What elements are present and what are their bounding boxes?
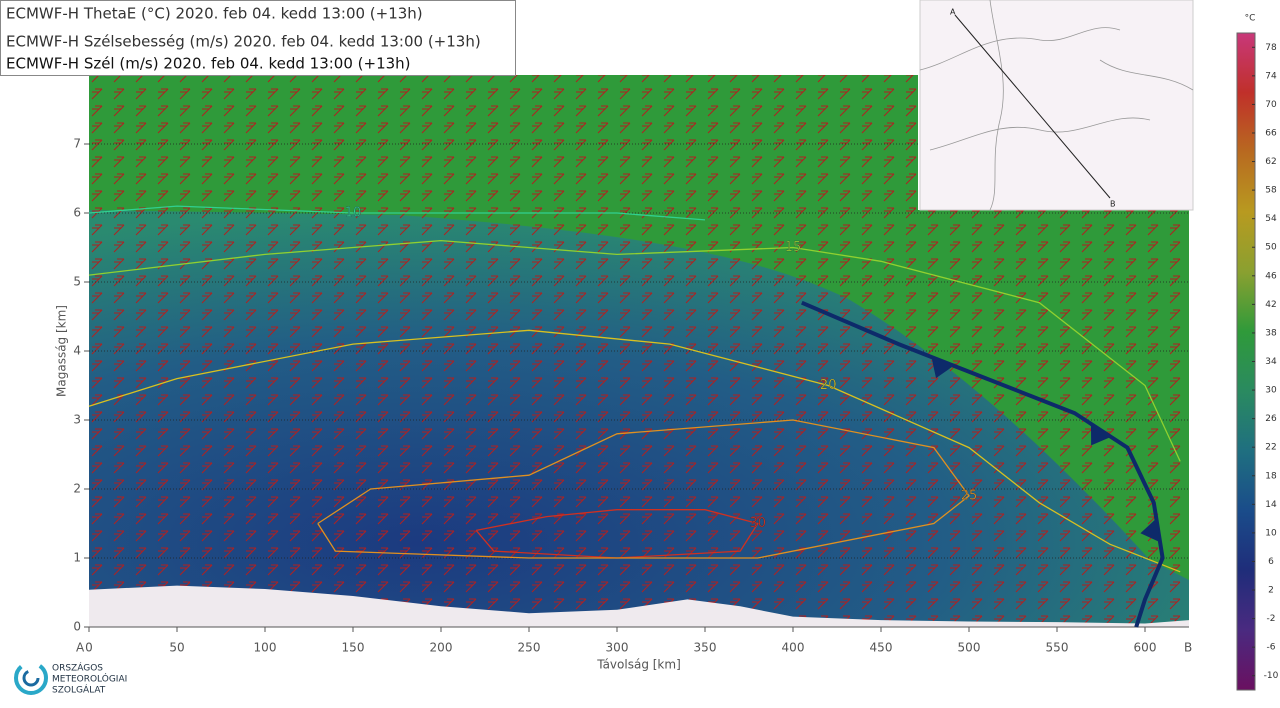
colorbar-tick-label: 78 xyxy=(1265,43,1277,53)
front-triangle xyxy=(931,356,954,379)
x-tick-label: 400 xyxy=(782,641,805,655)
end-label: B xyxy=(1184,641,1192,655)
x-tick-label: 150 xyxy=(342,641,365,655)
contour-line xyxy=(88,329,1181,573)
logo-mark xyxy=(14,661,48,695)
contour-line xyxy=(88,205,706,221)
section-line xyxy=(954,14,1111,199)
legend-line: ECMWF-H Szélsebesség (m/s) 2020. feb 04.… xyxy=(6,33,481,51)
colorbar-tick-label: 74 xyxy=(1265,71,1277,81)
map-borders xyxy=(919,0,1194,211)
contour-line xyxy=(475,509,759,559)
colorbar-tick-label: 26 xyxy=(1265,414,1277,424)
legend-line: ECMWF-H Szél (m/s) 2020. feb 04. kedd 13… xyxy=(6,55,411,73)
x-tick-label: 0 xyxy=(85,641,93,655)
x-tick-label: 100 xyxy=(254,641,277,655)
y-tick-label: 2 xyxy=(73,482,81,496)
colorbar-tick-label: 18 xyxy=(1265,471,1277,481)
y-tick-label: 1 xyxy=(73,551,81,565)
plot: 0 1 2 3 4 5 6 7 0 50 100 150 200 250 300 350 400 450 500 55… xyxy=(73,137,1189,655)
end-label: A xyxy=(76,641,85,655)
x-tick-label: 250 xyxy=(518,641,541,655)
colorbar-tick-label: 34 xyxy=(1265,357,1277,367)
x-tick-label: 550 xyxy=(1046,641,1069,655)
colorbar-tick-label: 2 xyxy=(1268,586,1274,596)
logo-text: ORSZÁGOS xyxy=(52,662,103,674)
colorbar-tick-label: 54 xyxy=(1265,214,1277,224)
contour-label: 30 xyxy=(750,516,767,531)
x-axis-title: Távolság [km] xyxy=(596,658,681,672)
x-tick-label: 450 xyxy=(870,641,893,655)
colorbar-tick-label: 30 xyxy=(1265,386,1277,396)
colorbar-tick-label: 66 xyxy=(1265,128,1277,138)
x-tick-label: 350 xyxy=(694,641,717,655)
logo-text: METEOROLÓGIAI xyxy=(52,673,127,685)
front-line xyxy=(801,300,1165,628)
y-tick-label: 3 xyxy=(73,413,81,427)
colorbar-tick-label: 70 xyxy=(1265,100,1277,110)
colorbar-tick-label: 38 xyxy=(1265,328,1277,338)
colorbar-tick-label: 6 xyxy=(1268,557,1274,567)
contour-line xyxy=(317,419,970,559)
logo-text: SZOLGÁLAT xyxy=(52,684,106,696)
y-tick-label: 4 xyxy=(73,344,81,358)
contour-label: 10 xyxy=(345,206,362,221)
contour-line xyxy=(88,239,1181,462)
colorbar-tick-label: 14 xyxy=(1265,500,1277,510)
colorbar-tick-label: -6 xyxy=(1267,643,1276,653)
contour-label: 20 xyxy=(820,378,837,393)
logo-mark xyxy=(22,669,40,687)
front-triangle xyxy=(1090,423,1112,446)
colorbar-tick-label: -2 xyxy=(1267,614,1276,624)
map-frame xyxy=(919,0,1194,211)
front-triangle xyxy=(1140,518,1161,543)
colorbar-tick-label: -10 xyxy=(1264,671,1279,681)
colorbar-tick-label: 42 xyxy=(1265,300,1276,310)
terrain xyxy=(89,585,1189,627)
colorbar-tick-label: 50 xyxy=(1265,243,1277,253)
y-tick-label: 6 xyxy=(73,206,81,220)
contour-label: 25 xyxy=(961,488,978,503)
x-tick-label: 500 xyxy=(958,641,981,655)
x-tick-label: 300 xyxy=(606,641,629,655)
y-tick-label: 5 xyxy=(73,275,81,289)
colorbar-label: °C xyxy=(1245,14,1256,24)
map-label: A xyxy=(950,8,956,17)
x-tick-label: 50 xyxy=(169,641,184,655)
logo: ORSZÁGOS METEOROLÓGIAI SZOLGÁLAT xyxy=(14,661,127,696)
x-tick-label: 200 xyxy=(430,641,453,655)
y-axis-title: Magasság [km] xyxy=(55,305,69,397)
colorbar-tick-label: 62 xyxy=(1265,157,1276,167)
x-tick-label: 600 xyxy=(1134,641,1157,655)
colorbar-tick-label: 10 xyxy=(1265,528,1277,538)
legend-line: ECMWF-H ThetaE (°C) 2020. feb 04. kedd 1… xyxy=(6,5,423,23)
colorbar-tick-label: 58 xyxy=(1265,186,1277,196)
contour-label: 15 xyxy=(785,240,802,255)
y-tick-label: 7 xyxy=(73,137,81,151)
y-tick-label: 0 xyxy=(73,620,81,634)
colorbar-tick-label: 22 xyxy=(1265,443,1276,453)
map-label: B xyxy=(1110,200,1116,209)
colorbar-tick-label: 46 xyxy=(1265,271,1277,281)
legend-box xyxy=(0,0,516,76)
map-inset: A B xyxy=(919,0,1194,211)
